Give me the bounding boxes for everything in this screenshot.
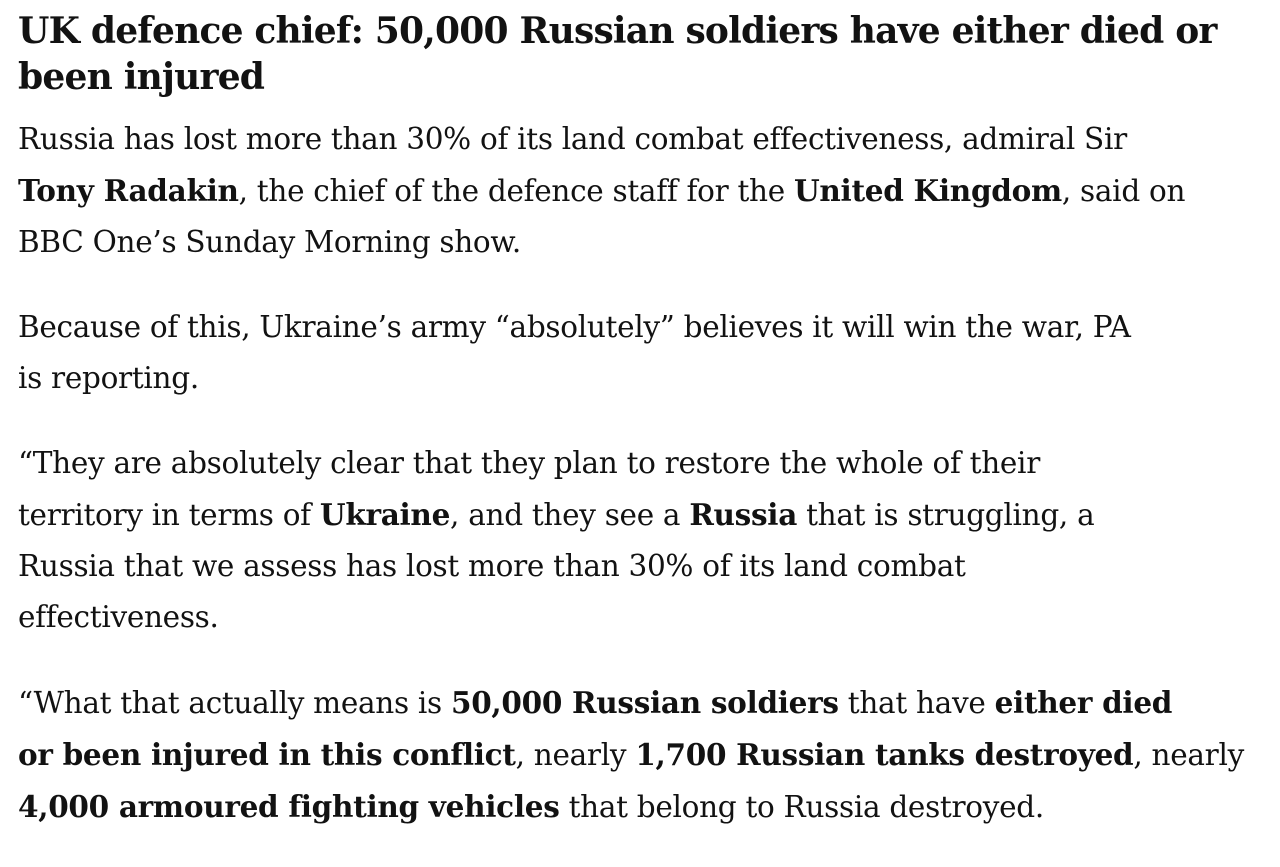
text-line: “What that actually means is 50,000 Russ… (18, 677, 1268, 729)
bold-text: either died (994, 685, 1173, 720)
text: is reporting. (18, 361, 199, 395)
bold-text: Ukraine (319, 497, 451, 532)
text-line: 4,000 armoured fighting vehicles that be… (18, 781, 1268, 833)
bold-text: 4,000 armoured fighting vehicles (18, 789, 560, 824)
article-body: Russia has lost more than 30% of its lan… (18, 114, 1268, 833)
bold-text: 50,000 Russian soldiers (450, 685, 839, 720)
text: , nearly (515, 738, 636, 772)
text: that have (838, 686, 995, 720)
text-line: territory in terms of Ukraine, and they … (18, 489, 1268, 541)
text: Russia has lost more than 30% of its lan… (18, 122, 1127, 156)
text: , nearly (1133, 738, 1244, 772)
text-line: effectiveness. (18, 592, 1268, 643)
text-line: or been injured in this conflict, nearly… (18, 729, 1268, 781)
text: territory in terms of (18, 498, 320, 532)
text: Russia that we assess has lost more than… (18, 549, 966, 583)
text-line: Russia that we assess has lost more than… (18, 541, 1268, 592)
text: BBC One’s Sunday Morning show. (18, 225, 521, 259)
bold-text: 1,700 Russian tanks destroyed (635, 737, 1134, 772)
text-line: “They are absolutely clear that they pla… (18, 438, 1268, 489)
text-line: Russia has lost more than 30% of its lan… (18, 114, 1268, 165)
text-line: is reporting. (18, 353, 1268, 404)
article: UK defence chief: 50,000 Russian soldier… (18, 8, 1268, 867)
bold-text: or been injured in this conflict (18, 737, 516, 772)
paragraph: Because of this, Ukraine’s army “absolut… (18, 302, 1268, 404)
text: , and they see a (450, 498, 690, 532)
text: , said on (1061, 174, 1186, 208)
text: that is struggling, a (797, 498, 1095, 532)
bold-text: United Kingdom (793, 173, 1062, 208)
text: “What that actually means is (18, 686, 451, 720)
text-line: Tony Radakin, the chief of the defence s… (18, 165, 1268, 217)
text: that belong to Russia destroyed. (559, 790, 1045, 824)
text: effectiveness. (18, 600, 219, 634)
bold-text: Russia (689, 497, 798, 532)
paragraph: “They are absolutely clear that they pla… (18, 438, 1268, 643)
text: , the chief of the defence staff for the (238, 174, 794, 208)
text-line: Because of this, Ukraine’s army “absolut… (18, 302, 1268, 353)
text-line: BBC One’s Sunday Morning show. (18, 217, 1268, 268)
headline: UK defence chief: 50,000 Russian soldier… (18, 8, 1268, 100)
headline-line: been injured (18, 56, 265, 98)
bold-text: Tony Radakin (18, 173, 239, 208)
headline-line: UK defence chief: 50,000 Russian soldier… (18, 10, 1217, 52)
paragraph: Russia has lost more than 30% of its lan… (18, 114, 1268, 268)
paragraph: “What that actually means is 50,000 Russ… (18, 677, 1268, 833)
text: Because of this, Ukraine’s army “absolut… (18, 310, 1131, 344)
text: “They are absolutely clear that they pla… (18, 446, 1040, 480)
